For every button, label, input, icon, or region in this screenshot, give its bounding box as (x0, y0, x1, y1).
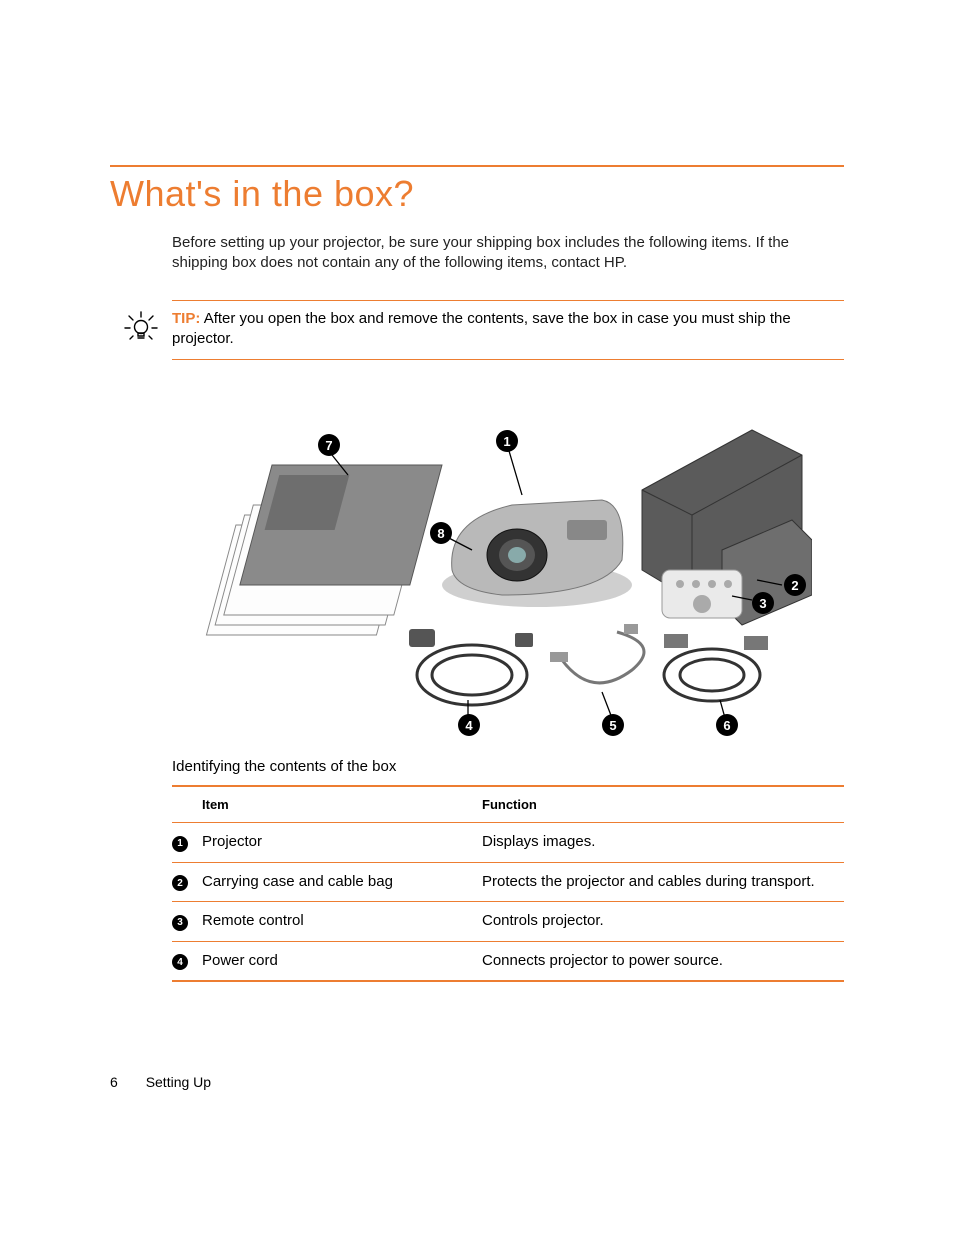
callout-8: 8 (430, 522, 452, 544)
callout-5: 5 (602, 714, 624, 736)
section-name: Setting Up (146, 1074, 211, 1090)
callout-2: 2 (784, 574, 806, 596)
page-title: What's in the box? (110, 173, 844, 215)
tip-bottom-rule (172, 359, 844, 360)
tip-text: TIP: After you open the box and remove t… (172, 309, 844, 350)
row-num: 1 (172, 836, 188, 852)
row-num: 2 (172, 875, 188, 891)
row-func: Displays images. (482, 823, 844, 863)
row-item: Power cord (202, 941, 482, 981)
callout-4: 4 (458, 714, 480, 736)
figure-caption: Identifying the contents of the box (172, 758, 844, 775)
tip-label: TIP: (172, 310, 200, 327)
box-contents-figure: 7 1 8 2 3 4 5 6 (172, 400, 844, 740)
row-item: Remote control (202, 902, 482, 942)
tip-lightbulb-icon (110, 309, 172, 345)
row-func: Protects the projector and cables during… (482, 862, 844, 902)
callout-3: 3 (752, 592, 774, 614)
table-row: 4 Power cord Connects projector to power… (172, 941, 844, 981)
page-content: What's in the box? Before setting up you… (0, 0, 954, 982)
tip-body-text: After you open the box and remove the co… (172, 310, 791, 347)
top-rule (110, 165, 844, 167)
page-number: 6 (110, 1074, 118, 1090)
row-func: Connects projector to power source. (482, 941, 844, 981)
intro-paragraph: Before setting up your projector, be sur… (172, 233, 844, 274)
contents-illustration (172, 400, 812, 730)
callout-1: 1 (496, 430, 518, 452)
row-num: 4 (172, 954, 188, 970)
row-item: Projector (202, 823, 482, 863)
tip-block: TIP: After you open the box and remove t… (110, 300, 844, 361)
callout-6: 6 (716, 714, 738, 736)
table-header-row: Item Function (172, 786, 844, 823)
col-function: Function (482, 786, 844, 823)
table-row: 3 Remote control Controls projector. (172, 902, 844, 942)
table-row: 1 Projector Displays images. (172, 823, 844, 863)
table-row: 2 Carrying case and cable bag Protects t… (172, 862, 844, 902)
row-item: Carrying case and cable bag (202, 862, 482, 902)
row-num: 3 (172, 915, 188, 931)
page-footer: 6 Setting Up (110, 1074, 211, 1090)
col-item: Item (202, 786, 482, 823)
contents-table: Item Function 1 Projector Displays image… (172, 785, 844, 982)
callout-7: 7 (318, 434, 340, 456)
row-func: Controls projector. (482, 902, 844, 942)
